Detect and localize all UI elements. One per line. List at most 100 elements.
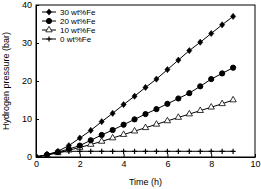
tick-label: 0 [34, 159, 39, 169]
point-group [99, 138, 105, 144]
data-point [198, 39, 203, 45]
point-group [88, 149, 93, 154]
point-group [231, 13, 236, 19]
legend-marker-group [46, 18, 51, 23]
data-point [209, 30, 214, 36]
tick-mark [124, 154, 125, 157]
legend-marker [46, 18, 51, 23]
point-group [143, 84, 148, 90]
point-group [121, 149, 126, 154]
series-group [36, 13, 236, 157]
point-group [198, 149, 203, 154]
tick: 30 [22, 38, 39, 48]
data-point [131, 127, 137, 133]
point-group [77, 143, 82, 148]
legend: 30 wt%Fe20 wt%Fe10 wt%Fe0 wt%Fe [42, 8, 96, 44]
data-point [208, 104, 214, 110]
data-point [164, 117, 170, 123]
x-axis-title: Time (h) [129, 177, 162, 187]
point-group [209, 30, 214, 36]
data-point [186, 110, 192, 116]
point-group [142, 124, 148, 130]
data-point [198, 149, 203, 154]
data-point [121, 101, 126, 107]
data-point [88, 138, 93, 143]
tick-label: 6 [165, 159, 170, 169]
data-point [176, 149, 181, 154]
tick: 6 [165, 154, 170, 169]
point-group [110, 110, 115, 116]
plot-frame [36, 5, 255, 157]
point-group [220, 71, 225, 76]
data-point [231, 13, 236, 19]
point-group [110, 127, 115, 132]
point-group [176, 149, 181, 154]
tick: 2 [78, 154, 83, 169]
data-point [55, 148, 60, 154]
data-point [231, 149, 236, 154]
legend-marker-group [46, 36, 51, 41]
data-point [36, 154, 39, 157]
data-point [154, 107, 159, 112]
tick: 10 [22, 114, 39, 124]
legend-label: 20 wt%Fe [60, 17, 96, 26]
legend-label: 10 wt%Fe [60, 26, 96, 35]
point-group [154, 76, 159, 82]
data-point [198, 84, 203, 89]
legend-marker [46, 9, 51, 15]
point-group [176, 96, 181, 101]
series-line [36, 68, 233, 157]
point-group [44, 152, 49, 157]
point-group [99, 119, 104, 125]
data-point [176, 57, 181, 63]
point-group [88, 127, 93, 133]
point-group [143, 111, 148, 116]
point-group [198, 39, 203, 45]
point-group [187, 149, 192, 154]
data-point [165, 149, 170, 154]
data-point [132, 117, 137, 122]
tick-mark [211, 154, 212, 157]
data-point [110, 110, 115, 116]
plot-area: 024681001020304030 wt%Fe20 wt%Fe10 wt%Fe… [22, 0, 261, 169]
point-group [154, 107, 159, 112]
data-point [209, 149, 214, 154]
data-point [230, 96, 236, 102]
point-group [44, 151, 50, 157]
y-axis-title: Hydrogen pressure (bar) [1, 32, 11, 130]
legend-entry: 0 wt%Fe [42, 35, 92, 44]
point-group [231, 149, 236, 154]
data-point [99, 132, 104, 137]
x-axis: 0246810 [34, 154, 261, 169]
point-group [120, 131, 126, 137]
point-group [231, 65, 236, 70]
data-point [36, 154, 39, 157]
point-group [131, 127, 137, 133]
point-group [99, 149, 104, 154]
data-point [110, 127, 115, 132]
tick-mark [36, 5, 39, 6]
point-group [44, 152, 49, 157]
tick-label: 40 [22, 0, 32, 10]
data-point [197, 107, 203, 113]
tick: 10 [250, 154, 260, 169]
point-group [209, 149, 214, 154]
point-group [121, 101, 126, 107]
point-group [36, 154, 39, 157]
data-point [209, 77, 214, 82]
data-point [187, 149, 192, 154]
data-point [187, 47, 192, 53]
point-group [143, 149, 148, 154]
legend-marker [46, 36, 51, 41]
tick-label: 0 [27, 152, 32, 162]
tick: 0 [34, 154, 39, 169]
data-point [132, 93, 137, 99]
legend-marker-group [46, 9, 51, 15]
tick-mark [36, 157, 39, 158]
data-point [36, 154, 39, 157]
point-group [77, 135, 82, 141]
chart: 024681001020304030 wt%Fe20 wt%Fe10 wt%Fe… [0, 0, 261, 189]
data-point [44, 152, 49, 157]
chart-container: 024681001020304030 wt%Fe20 wt%Fe10 wt%Fe… [0, 0, 261, 189]
data-point [153, 121, 159, 127]
